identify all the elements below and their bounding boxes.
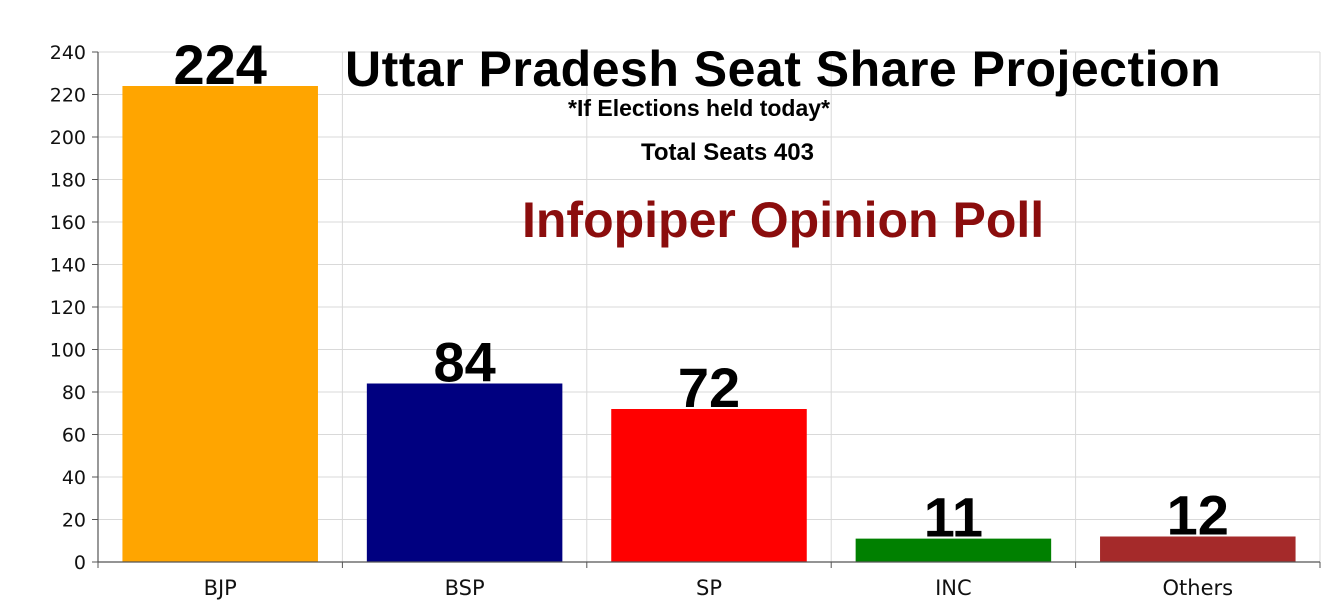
bar-inc xyxy=(855,538,1052,562)
y-tick-label: 100 xyxy=(50,340,86,362)
data-label: 84 xyxy=(433,331,495,394)
y-tick-label: 40 xyxy=(62,467,86,489)
chart-title: Uttar Pradesh Seat Share Projection xyxy=(345,41,1222,97)
x-tick-label: BJP xyxy=(204,576,237,600)
bar-others xyxy=(1100,536,1296,562)
x-tick-labels: BJP BSP SP INC Others xyxy=(204,576,1234,600)
axes xyxy=(92,51,1321,568)
y-tick-label: 220 xyxy=(50,85,86,107)
y-tick-label: 200 xyxy=(50,127,86,149)
data-label: 72 xyxy=(678,356,740,419)
y-tick-label: 80 xyxy=(62,382,86,404)
x-tick-label: BSP xyxy=(445,576,485,600)
x-tick-label: SP xyxy=(696,576,722,600)
x-tick-label: INC xyxy=(935,576,972,600)
y-tick-label: 60 xyxy=(62,425,86,447)
poll-source-label: Infopiper Opinion Poll xyxy=(522,192,1045,248)
chart-subtitle: *If Elections held today* xyxy=(568,95,830,121)
bars xyxy=(122,86,1296,562)
y-tick-label: 0 xyxy=(74,552,86,574)
data-labels: 224 84 72 11 12 xyxy=(173,33,1228,549)
data-label: 11 xyxy=(924,486,983,549)
y-tick-labels: 0 20 40 60 80 100 120 140 160 180 200 220 240 xyxy=(50,42,86,574)
bar-bjp xyxy=(122,86,318,562)
y-tick-label: 160 xyxy=(50,212,86,234)
bar-sp xyxy=(611,409,807,562)
y-tick-label: 140 xyxy=(50,255,86,277)
y-tick-label: 240 xyxy=(50,42,86,64)
data-label: 224 xyxy=(173,33,266,96)
data-label: 12 xyxy=(1167,484,1229,547)
y-tick-label: 20 xyxy=(62,510,86,532)
total-seats-note: Total Seats 403 xyxy=(641,139,814,166)
y-tick-label: 120 xyxy=(50,297,86,319)
y-tick-label: 180 xyxy=(50,170,86,192)
x-tick-label: Others xyxy=(1163,576,1234,600)
bar-bsp xyxy=(366,383,563,562)
